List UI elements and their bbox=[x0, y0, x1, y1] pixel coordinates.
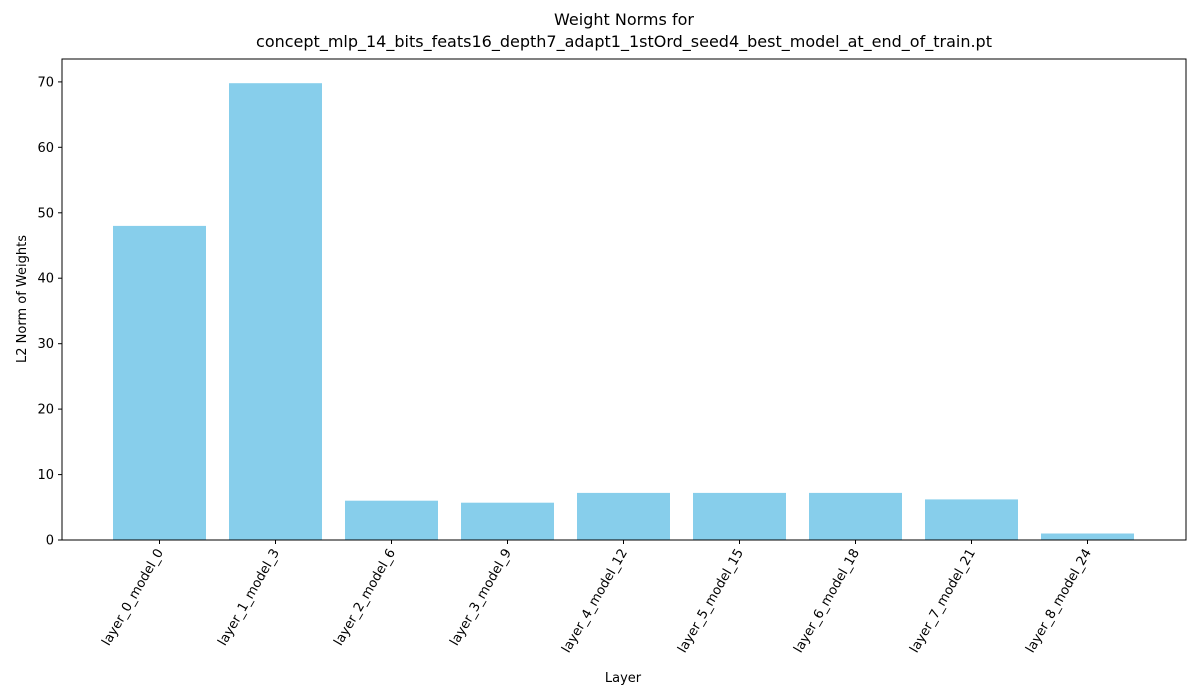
x-axis-ticks: layer_0_model_0 layer_1_model_3 layer_2_mo… bbox=[99, 540, 1095, 656]
y-tick-label: 70 bbox=[37, 75, 54, 90]
bar-layer_2_model_6 bbox=[345, 500, 438, 540]
x-tick-label: layer_3_model_9 bbox=[447, 547, 515, 649]
bar-layer_4_model_12 bbox=[577, 492, 670, 540]
x-tick-label: layer_4_model_12 bbox=[559, 547, 631, 656]
bar-layer_5_model_15 bbox=[693, 492, 786, 540]
bars-group bbox=[113, 83, 1134, 540]
x-tick-label: layer_7_model_21 bbox=[907, 547, 979, 656]
y-tick-label: 0 bbox=[46, 534, 54, 549]
bar-layer_0_model_0 bbox=[113, 225, 206, 540]
x-tick-label: layer_2_model_6 bbox=[331, 547, 399, 649]
chart-title-line2: concept_mlp_14_bits_feats16_depth7_adapt… bbox=[256, 32, 992, 52]
plot-frame bbox=[61, 58, 1187, 541]
y-tick-label: 20 bbox=[37, 403, 54, 418]
x-tick-label: layer_1_model_3 bbox=[215, 547, 283, 649]
bar-layer_6_model_18 bbox=[809, 492, 902, 540]
bar-layer_3_model_9 bbox=[461, 502, 554, 540]
bar-layer_8_model_24 bbox=[1041, 533, 1134, 540]
x-tick-label: layer_0_model_0 bbox=[99, 547, 167, 649]
y-tick-label: 30 bbox=[37, 337, 54, 352]
y-tick-label: 40 bbox=[37, 272, 54, 287]
bar-layer_1_model_3 bbox=[229, 83, 322, 540]
y-tick-label: 50 bbox=[37, 206, 54, 221]
x-tick-label: layer_6_model_18 bbox=[791, 547, 863, 656]
y-tick-label: 60 bbox=[37, 141, 54, 156]
y-axis-ticks: 0 10 20 30 40 50 60 70 bbox=[37, 75, 62, 549]
y-tick-label: 10 bbox=[37, 468, 54, 483]
chart-title-line1: Weight Norms for bbox=[554, 10, 694, 29]
bar-layer_7_model_21 bbox=[925, 499, 1018, 540]
x-tick-label: layer_8_model_24 bbox=[1023, 547, 1095, 656]
y-axis-label: L2 Norm of Weights bbox=[15, 235, 30, 363]
x-tick-label: layer_5_model_15 bbox=[675, 547, 747, 656]
x-axis-label: Layer bbox=[605, 671, 642, 686]
